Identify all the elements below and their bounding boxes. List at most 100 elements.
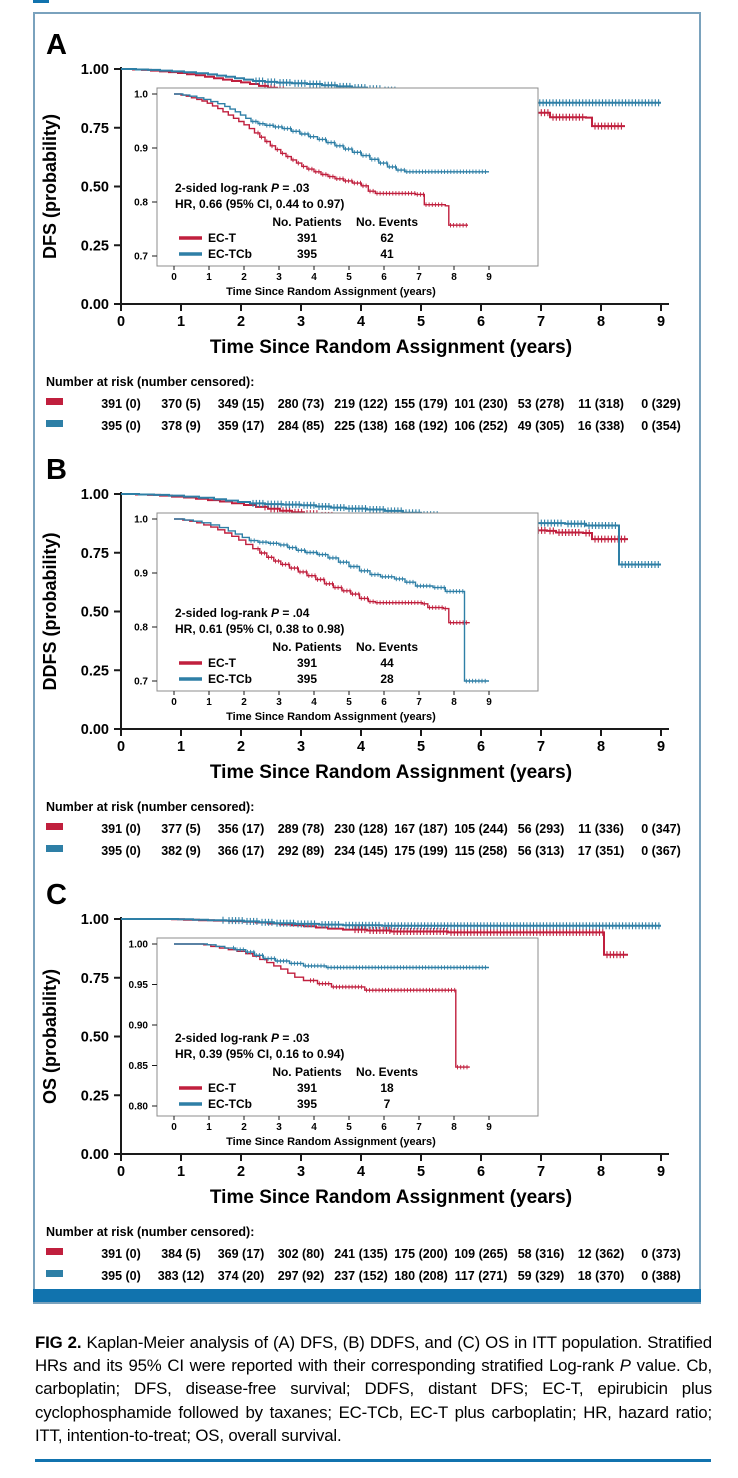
inset-km-curve-ec-t xyxy=(174,518,470,624)
x-tick-label: 7 xyxy=(537,739,545,755)
risk-value: 49 (305) xyxy=(518,419,565,433)
inset-x-tick-label: 3 xyxy=(276,697,282,708)
inset-y-tick-label: 0.80 xyxy=(129,1102,149,1113)
inset-x-axis-title: Time Since Random Assignment (years) xyxy=(226,286,436,298)
inset-x-tick-label: 1 xyxy=(206,272,212,283)
inset-x-tick-label: 2 xyxy=(241,272,247,283)
risk-value: 391 (0) xyxy=(101,1247,141,1261)
risk-row-swatch xyxy=(46,845,63,852)
x-tick-label: 1 xyxy=(177,1164,185,1180)
inset-x-tick-label: 0 xyxy=(171,697,177,708)
legend-name: EC-TCb xyxy=(208,247,252,261)
legend-patients-value: 391 xyxy=(297,231,317,245)
y-tick-label: 0.75 xyxy=(81,546,109,562)
legend-patients-value: 395 xyxy=(297,672,317,686)
risk-value: 115 (258) xyxy=(455,844,508,858)
y-tick-label: 0.00 xyxy=(81,297,109,313)
legend-events-value: 18 xyxy=(380,1081,394,1095)
caption-segment: Kaplan-Meier analysis of (A) DFS, (B) DD… xyxy=(35,1333,712,1376)
inset-y-tick-label: 1.0 xyxy=(134,90,148,101)
legend-events-value: 62 xyxy=(380,231,394,245)
risk-value: 59 (329) xyxy=(518,1269,565,1283)
risk-value: 292 (89) xyxy=(278,844,325,858)
risk-value: 377 (5) xyxy=(161,822,201,836)
risk-value: 284 (85) xyxy=(278,419,325,433)
risk-value: 101 (230) xyxy=(454,397,508,411)
risk-value: 349 (15) xyxy=(218,397,265,411)
risk-value: 369 (17) xyxy=(218,1247,265,1261)
risk-value: 0 (373) xyxy=(641,1247,681,1261)
risk-value: 370 (5) xyxy=(161,397,201,411)
inset-x-tick-label: 8 xyxy=(451,272,457,283)
x-tick-label: 5 xyxy=(417,314,425,330)
annotation-hr: HR, 0.66 (95% CI, 0.44 to 0.97) xyxy=(175,197,344,211)
y-tick-label: 0.00 xyxy=(81,1147,109,1163)
x-tick-label: 7 xyxy=(537,314,545,330)
x-tick-label: 8 xyxy=(597,1164,605,1180)
inset-curves xyxy=(174,943,489,1070)
inset-km-curve-ec-t xyxy=(174,943,470,1068)
risk-value: 11 (318) xyxy=(578,397,624,411)
y-tick-label: 0.75 xyxy=(81,121,109,137)
risk-value: 225 (138) xyxy=(334,419,388,433)
inset-x-tick-label: 7 xyxy=(416,1122,422,1133)
x-tick-label: 0 xyxy=(117,739,125,755)
x-tick-label: 4 xyxy=(357,314,365,330)
annotation-hr: HR, 0.61 (95% CI, 0.38 to 0.98) xyxy=(175,622,344,636)
risk-value: 12 (362) xyxy=(578,1247,625,1261)
x-tick-label: 3 xyxy=(297,1164,305,1180)
risk-value: 384 (5) xyxy=(161,1247,201,1261)
legend-patients-value: 391 xyxy=(297,1081,317,1095)
risk-value: 106 (252) xyxy=(454,419,508,433)
x-tick-label: 5 xyxy=(417,1164,425,1180)
panel-letter: A xyxy=(46,29,67,61)
annotation-pvalue: 2-sided log-rank P = .03 xyxy=(175,1031,310,1045)
risk-value: 109 (265) xyxy=(454,1247,508,1261)
risk-value: 16 (338) xyxy=(578,419,625,433)
inset-frame xyxy=(156,87,539,267)
legend-patients-value: 395 xyxy=(297,247,317,261)
x-tick-label: 6 xyxy=(477,1164,485,1180)
x-tick-label: 8 xyxy=(597,739,605,755)
inset-x-tick-label: 4 xyxy=(311,272,317,283)
risk-value: 289 (78) xyxy=(278,822,325,836)
legend-name: EC-TCb xyxy=(208,1097,252,1111)
panel-a: A 1.00 0.75 0.50 0.25 0.00 0 1 2 3 4 5 6 7 8 9 DFS (prob… xyxy=(35,14,699,439)
inset-km-curve-ec-t xyxy=(174,93,468,226)
y-tick-label: 0.50 xyxy=(81,605,109,621)
y-tick-label: 0.00 xyxy=(81,722,109,738)
inset-y-tick-label: 0.7 xyxy=(134,252,148,263)
risk-value: 297 (92) xyxy=(278,1269,325,1283)
y-axis-title: DFS (probability) xyxy=(40,114,60,259)
inset-x-tick-label: 6 xyxy=(381,272,387,283)
y-tick-label: 1.00 xyxy=(81,62,109,78)
inset-x-tick-label: 5 xyxy=(346,1122,352,1133)
y-tick-label: 0.25 xyxy=(81,238,109,254)
risk-value: 374 (20) xyxy=(218,1269,265,1283)
x-tick-label: 6 xyxy=(477,739,485,755)
annotation-pvalue: 2-sided log-rank P = .03 xyxy=(175,181,310,195)
risk-value: 356 (17) xyxy=(218,822,265,836)
risk-value: 11 (336) xyxy=(578,822,624,836)
legend-patients-value: 395 xyxy=(297,1097,317,1111)
legend-name: EC-T xyxy=(208,231,237,245)
y-axis-title: DDFS (probability) xyxy=(40,533,60,691)
y-tick-label: 0.25 xyxy=(81,663,109,679)
inset-y-tick-label: 0.9 xyxy=(134,569,148,580)
annotation-hr: HR, 0.39 (95% CI, 0.16 to 0.94) xyxy=(175,1047,344,1061)
legend-name: EC-TCb xyxy=(208,672,252,686)
inset-x-tick-label: 5 xyxy=(346,697,352,708)
x-tick-label: 4 xyxy=(357,739,365,755)
risk-value: 56 (313) xyxy=(518,844,565,858)
caption-segment: value. Cb, carboplatin; DFS, disease-fre… xyxy=(35,1356,712,1445)
inset-x-tick-label: 8 xyxy=(451,1122,457,1133)
risk-value: 280 (73) xyxy=(278,397,325,411)
legend-col-patients: No. Patients xyxy=(272,215,342,229)
risk-value: 395 (0) xyxy=(101,419,141,433)
risk-value: 17 (351) xyxy=(578,844,625,858)
risk-value: 378 (9) xyxy=(161,419,201,433)
legend-events-value: 7 xyxy=(384,1097,391,1111)
legend-events-value: 28 xyxy=(380,672,394,686)
inset-curves xyxy=(174,93,489,228)
risk-value: 56 (293) xyxy=(518,822,565,836)
